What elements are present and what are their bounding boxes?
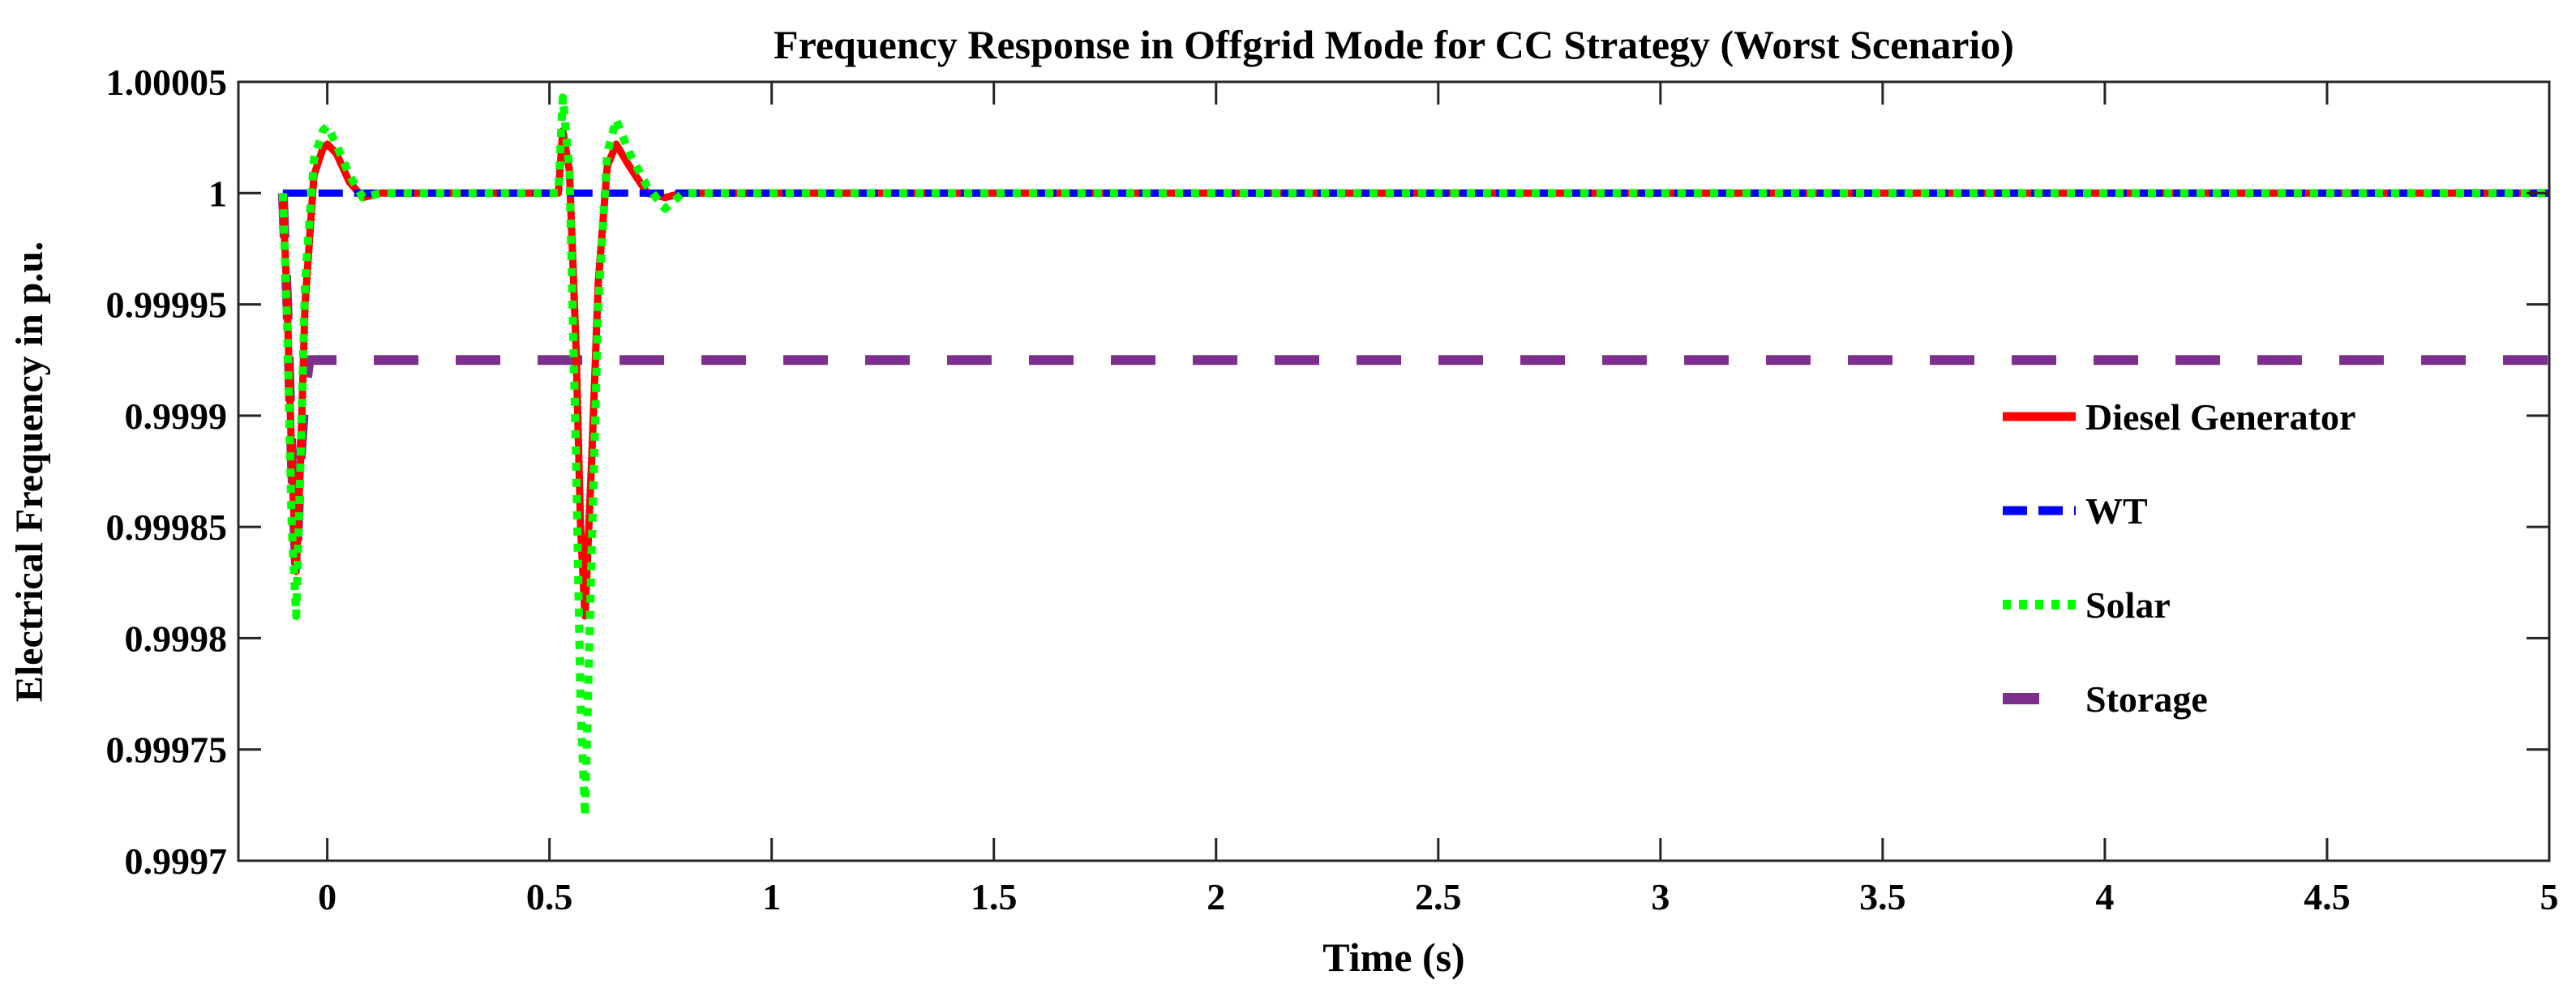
- x-tick-label: 2: [1207, 876, 1225, 917]
- y-tick-label: 0.99985: [106, 507, 228, 548]
- legend-label: Storage: [2085, 678, 2208, 720]
- series-line-storage: [277, 193, 2549, 577]
- series-layer: [277, 93, 2549, 821]
- y-axis-label: Electrical Frequency in p.u.: [8, 242, 51, 702]
- series-line-solar: [278, 93, 2549, 821]
- x-tick-label: 0.5: [526, 876, 573, 917]
- y-axis: 0.9997 0.99975 0.9998 0.99985 0.9999 0.99995 1…: [106, 62, 2549, 882]
- x-axis: 0 0.5 1 1.5 2 2.5 3 3.5 4 4.5 5: [318, 82, 2559, 917]
- x-tick-label: 2.5: [1415, 876, 1462, 917]
- x-tick-label: 3: [1651, 876, 1669, 917]
- y-tick-label: 0.9997: [125, 840, 228, 882]
- legend-label: Solar: [2085, 584, 2171, 626]
- legend: Diesel Generator WT Solar Storage: [2003, 396, 2355, 720]
- chart-title: Frequency Response in Offgrid Mode for C…: [774, 22, 2014, 67]
- x-tick-label: 1.5: [971, 876, 1018, 917]
- y-tick-label: 1: [208, 173, 227, 214]
- axes-box: [237, 80, 2551, 862]
- x-tick-label: 4.5: [2304, 876, 2351, 917]
- y-tick-label: 1.00005: [106, 62, 228, 103]
- legend-label: WT: [2085, 490, 2148, 532]
- y-tick-label: 0.99995: [106, 284, 228, 326]
- x-tick-label: 3.5: [1859, 876, 1906, 917]
- y-tick-label: 0.9998: [125, 618, 228, 659]
- x-axis-label: Time (s): [1322, 934, 1464, 980]
- x-tick-label: 5: [2540, 876, 2559, 917]
- series-line-diesel-generator: [279, 126, 2549, 620]
- legend-label: Diesel Generator: [2085, 396, 2355, 438]
- y-tick-label: 0.9999: [125, 396, 228, 437]
- x-tick-label: 0: [318, 876, 336, 917]
- x-tick-label: 4: [2095, 876, 2114, 917]
- y-tick-label: 0.99975: [106, 729, 228, 771]
- x-tick-label: 1: [762, 876, 781, 917]
